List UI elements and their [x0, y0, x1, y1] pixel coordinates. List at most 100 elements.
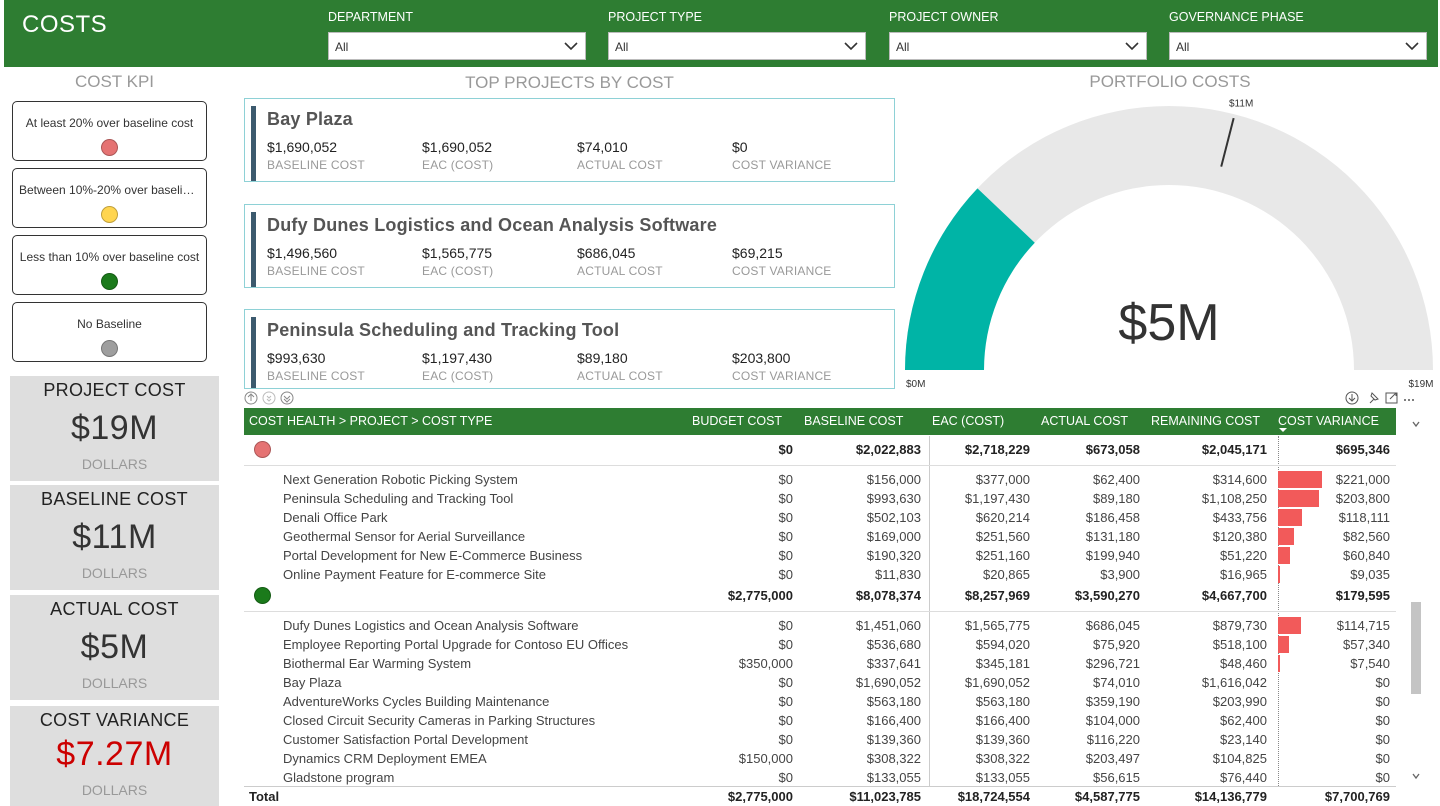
drill-up-icon[interactable]: [244, 391, 258, 405]
column-header-eac-cost[interactable]: EAC (COST): [932, 414, 1005, 428]
table-row[interactable]: Dufy Dunes Logistics and Ocean Analysis …: [244, 616, 1396, 635]
table-scrollbar[interactable]: [1410, 412, 1422, 782]
group-total-cell: $2,775,000: [727, 588, 793, 603]
column-header-baseline-cost[interactable]: BASELINE COST: [804, 414, 904, 428]
cost-variance-cell: $0: [1375, 713, 1390, 728]
kpi-card-under-10[interactable]: Less than 10% over baseline cost: [12, 235, 207, 295]
table-row[interactable]: Biothermal Ear Warming System $350,000 $33…: [244, 654, 1396, 673]
group-total-cell: $2,022,883: [855, 442, 921, 457]
pin-icon[interactable]: [1369, 392, 1379, 404]
variance-bar: [1278, 655, 1280, 672]
cost-cell: $0: [778, 770, 793, 785]
cost-cell: $518,100: [1212, 637, 1267, 652]
focus-mode-icon[interactable]: [1385, 392, 1398, 404]
project-metric-label: COST VARIANCE: [732, 158, 832, 172]
more-options-icon[interactable]: [1404, 399, 1414, 401]
group-row[interactable]: $0 $2,022,883 $2,718,229 $673,058 $2,045,171…: [244, 440, 1396, 466]
cost-cell: $1,690,052: [855, 675, 921, 690]
table-row[interactable]: Bay Plaza $0 $1,690,052 $1,690,052 $74,010 $1…: [244, 673, 1396, 692]
dropdown-value: All: [1176, 40, 1190, 54]
cost-cell: $0: [778, 529, 793, 544]
project-metric-value: $0: [732, 139, 748, 155]
table-row[interactable]: AdventureWorks Cycles Building Maintenan…: [244, 692, 1396, 711]
drill-mode-icon[interactable]: [1345, 391, 1359, 405]
project-metric-value: $1,690,052: [267, 139, 338, 155]
total-cell: $4,587,775: [1074, 789, 1140, 804]
cost-cell: $166,400: [866, 713, 921, 728]
department-dropdown[interactable]: All: [328, 32, 586, 60]
filter-department: DEPARTMENT All: [328, 10, 586, 60]
cost-cell: $350,000: [738, 656, 793, 671]
group-row[interactable]: $2,775,000 $8,078,374 $8,257,969 $3,590,270…: [244, 586, 1396, 612]
project-metric-label: BASELINE COST: [267, 158, 365, 172]
variance-bar: [1278, 509, 1302, 526]
filter-governance-phase: GOVERNANCE PHASE All: [1169, 10, 1427, 60]
table-row[interactable]: Portal Development for New E-Commerce Bu…: [244, 546, 1396, 565]
cost-cell: $563,180: [975, 694, 1030, 709]
table-row[interactable]: Customer Satisfaction Portal Development…: [244, 730, 1396, 749]
table-row[interactable]: Denali Office Park $0 $502,103 $620,214 $186…: [244, 508, 1396, 527]
card-accent-bar: [251, 106, 256, 181]
column-header-actual-cost[interactable]: ACTUAL COST: [1041, 414, 1129, 428]
table-row[interactable]: Peninsula Scheduling and Tracking Tool $0…: [244, 489, 1396, 508]
cost-variance-cell: $203,800: [1335, 491, 1390, 506]
column-header-cost-variance[interactable]: COST VARIANCE: [1278, 414, 1379, 428]
gauge-target-line: [1220, 117, 1235, 167]
metric-project-cost: PROJECT COST $19M DOLLARS: [10, 376, 219, 481]
project-name-cell: Denali Office Park: [283, 510, 388, 525]
cost-variance-cell: $82,560: [1343, 529, 1390, 544]
cost-cell: $203,990: [1212, 694, 1267, 709]
table-row[interactable]: Dynamics CRM Deployment EMEA $150,000 $308…: [244, 749, 1396, 768]
project-metric: $1,690,052 BASELINE COST: [267, 139, 417, 172]
top-project-card[interactable]: Bay Plaza $1,690,052 BASELINE COST $1,690,0…: [244, 98, 895, 182]
cost-cell: $0: [778, 472, 793, 487]
card-accent-bar: [251, 212, 256, 287]
project-metric: $993,630 BASELINE COST: [267, 350, 417, 383]
metric-actual-cost: ACTUAL COST $5M DOLLARS: [10, 595, 219, 700]
cost-cell: $75,920: [1093, 637, 1140, 652]
status-dot-icon: [254, 441, 271, 458]
cost-cell: $89,180: [1093, 491, 1140, 506]
governance-phase-dropdown[interactable]: All: [1169, 32, 1427, 60]
metric-value: $11M: [72, 518, 157, 556]
group-total-cell: $2,718,229: [964, 442, 1030, 457]
table-row[interactable]: Employee Reporting Portal Upgrade for Co…: [244, 635, 1396, 654]
cost-cell: $131,180: [1085, 529, 1140, 544]
project-name: Bay Plaza: [267, 109, 353, 129]
project-metric-value: $1,197,430: [422, 350, 493, 366]
column-header-hierarchy[interactable]: COST HEALTH > PROJECT > COST TYPE: [249, 414, 493, 428]
table-row[interactable]: Next Generation Robotic Picking System $0…: [244, 470, 1396, 489]
project-metric-value: $89,180: [577, 350, 628, 366]
cost-cell: $993,630: [866, 491, 921, 506]
top-project-card[interactable]: Peninsula Scheduling and Tracking Tool $9…: [244, 309, 895, 389]
column-header-budget-cost[interactable]: BUDGET COST: [692, 414, 783, 428]
cost-cell: $359,190: [1085, 694, 1140, 709]
project-type-dropdown[interactable]: All: [608, 32, 866, 60]
project-owner-dropdown[interactable]: All: [889, 32, 1147, 60]
table-row[interactable]: Online Payment Feature for E-commerce Si…: [244, 565, 1396, 584]
cost-cell: $48,460: [1220, 656, 1267, 671]
project-name: Peninsula Scheduling and Tracking Tool: [267, 320, 620, 340]
variance-bar: [1278, 490, 1319, 507]
kpi-card-no-baseline[interactable]: No Baseline: [12, 302, 207, 362]
kpi-card-label: Less than 10% over baseline cost: [19, 250, 200, 264]
column-header-remaining-cost[interactable]: REMAINING COST: [1151, 414, 1261, 428]
kpi-card-10-20[interactable]: Between 10%-20% over baseline cost: [12, 168, 207, 228]
expand-all-icon[interactable]: [280, 391, 294, 405]
kpi-card-over-20[interactable]: At least 20% over baseline cost: [12, 101, 207, 161]
portfolio-gauge: $11M $5M $0M $19M: [905, 99, 1434, 390]
table-row[interactable]: Gladstone program $0 $133,055 $133,055 $56,6…: [244, 768, 1396, 787]
metric-label: ACTUAL COST: [50, 599, 179, 619]
cost-cell: $76,440: [1220, 770, 1267, 785]
table-row[interactable]: Geothermal Sensor for Aerial Surveillanc…: [244, 527, 1396, 546]
project-metric-label: EAC (COST): [422, 369, 494, 383]
top-project-card[interactable]: Dufy Dunes Logistics and Ocean Analysis …: [244, 204, 895, 288]
variance-bar: [1278, 547, 1290, 564]
cost-cell: $62,400: [1220, 713, 1267, 728]
table-row[interactable]: Closed Circuit Security Cameras in Parki…: [244, 711, 1396, 730]
project-name-cell: Customer Satisfaction Portal Development: [283, 732, 528, 747]
cost-cell: $686,045: [1085, 618, 1140, 633]
cost-cell: $251,160: [975, 548, 1030, 563]
filter-label: PROJECT OWNER: [889, 10, 999, 24]
drill-down-icon[interactable]: [262, 391, 276, 405]
